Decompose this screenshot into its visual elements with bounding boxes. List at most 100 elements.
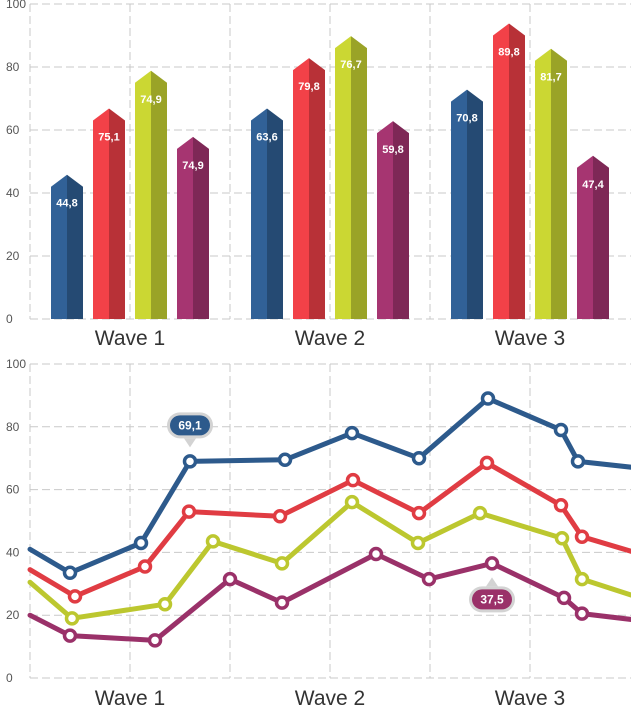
- bar: 70,8: [451, 89, 483, 320]
- bar-data-label: 76,7: [340, 59, 361, 71]
- bar-data-label: 89,8: [498, 47, 519, 59]
- line-series: [27, 546, 631, 648]
- data-point: [277, 452, 293, 468]
- bar-face-right: [267, 108, 283, 319]
- callout-label: 69,1: [178, 418, 202, 432]
- callout-label: 37,5: [480, 592, 504, 606]
- data-point: [410, 535, 426, 551]
- bar: 74,9: [177, 136, 209, 319]
- bar-grid: 0 20 40 60 80 100: [6, 0, 631, 326]
- line-series: [27, 455, 631, 604]
- data-point: [556, 590, 572, 606]
- callout-bubble: 37,5: [469, 577, 515, 613]
- data-point: [368, 546, 384, 562]
- bar-face-left: [51, 174, 67, 319]
- data-point: [181, 504, 197, 519]
- line-category-label: Wave 2: [295, 687, 365, 710]
- data-point: [137, 559, 153, 574]
- bar: 44,8: [51, 174, 83, 319]
- bar-ytick-label: 100: [6, 0, 26, 11]
- bar-data-label: 59,8: [382, 144, 403, 156]
- data-point: [411, 450, 427, 466]
- data-point: [133, 535, 149, 551]
- data-point: [182, 454, 198, 469]
- bar-data-label: 47,4: [582, 179, 604, 191]
- data-point: [411, 505, 427, 521]
- bar-face-left: [177, 136, 193, 319]
- data-point: [574, 606, 590, 621]
- data-point: [274, 556, 290, 571]
- bar-data-label: 44,8: [56, 198, 77, 210]
- data-point: [344, 494, 360, 510]
- data-point: [205, 534, 221, 549]
- bar: 76,7: [335, 36, 367, 319]
- data-point: [553, 422, 569, 438]
- line-ytick-label: 0: [6, 671, 13, 685]
- callout-bubble: 69,1: [167, 412, 213, 448]
- bar-ytick-label: 0: [6, 312, 13, 326]
- bar: 75,1: [93, 108, 125, 319]
- line-series: [27, 494, 631, 626]
- callout-pointer: [184, 438, 196, 448]
- data-point: [67, 589, 83, 604]
- bar-face-left: [535, 48, 551, 319]
- data-point: [574, 571, 590, 587]
- data-point: [274, 595, 290, 610]
- bar: 89,8: [493, 23, 525, 319]
- bar-ytick-label: 40: [6, 186, 20, 200]
- line-category-label: Wave 1: [95, 687, 165, 710]
- bar-face-left: [251, 108, 267, 319]
- bar: 63,6: [251, 108, 283, 319]
- bar-face-right: [109, 108, 125, 319]
- bar-category-label: Wave 3: [495, 327, 565, 350]
- bar-face-right: [67, 174, 83, 319]
- bar-ytick-label: 80: [6, 60, 20, 74]
- line-ytick-label: 100: [6, 357, 26, 371]
- data-point: [345, 472, 361, 488]
- data-point: [147, 633, 163, 648]
- bar: 47,4: [577, 155, 609, 319]
- line-ytick-label: 40: [6, 545, 20, 559]
- callout-fill: [472, 589, 512, 610]
- data-point: [484, 556, 500, 571]
- bar-face-right: [551, 48, 567, 319]
- data-point: [553, 498, 569, 513]
- bar-face-left: [377, 121, 393, 320]
- bar-data-label: 79,8: [298, 81, 319, 93]
- data-point: [554, 531, 570, 546]
- bar-face-left: [135, 70, 151, 319]
- bar-face-left: [93, 108, 109, 319]
- bar-face-left: [451, 89, 467, 320]
- callout-pointer: [486, 577, 498, 587]
- data-point: [62, 628, 78, 643]
- bar-ytick-label: 60: [6, 123, 20, 137]
- data-point: [64, 611, 80, 626]
- bar-face-right: [593, 155, 609, 319]
- data-point: [344, 425, 360, 441]
- bar-face-right: [509, 23, 525, 319]
- bar-face-right: [309, 58, 325, 320]
- bar-face-left: [335, 36, 351, 319]
- bar: 74,9: [135, 70, 167, 319]
- bar: 79,8: [293, 58, 325, 320]
- line-ytick-label: 80: [6, 420, 20, 434]
- bar-ytick-label: 20: [6, 249, 20, 263]
- bar-face-left: [493, 23, 509, 319]
- bar-category-label: Wave 1: [95, 327, 165, 350]
- line-ytick-label: 20: [6, 608, 20, 622]
- bar-face-right: [193, 136, 209, 319]
- bar-data-label: 74,9: [182, 160, 203, 172]
- bar-data-label: 63,6: [256, 132, 277, 144]
- line-series: [27, 391, 631, 581]
- bar-data-label: 81,7: [540, 72, 561, 84]
- data-point: [157, 596, 173, 612]
- bar-category-label: Wave 2: [295, 327, 365, 350]
- data-point: [480, 391, 496, 406]
- data-point: [574, 529, 590, 544]
- bar-face-left: [293, 58, 309, 320]
- callout-fill: [170, 415, 210, 436]
- bar-data-label: 74,9: [140, 94, 161, 106]
- bar-face-right: [393, 121, 409, 320]
